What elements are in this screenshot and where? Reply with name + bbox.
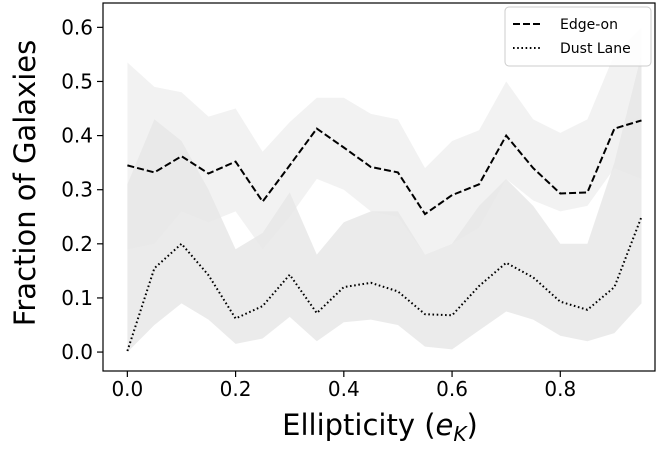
legend-box [504,6,652,67]
y-tick-label: 0.0 [61,340,93,364]
x-tick-label: 0.6 [436,377,468,401]
y-tick-label: 0.2 [61,232,93,256]
y-axis-label: Fraction of Galaxies [8,40,42,326]
x-axis-label-main: Ellipticity ( [282,408,435,442]
y-axis-ticks: 0.0 0.1 0.2 0.3 0.4 0.5 0.6 [61,15,103,364]
y-tick-label: 0.4 [61,124,93,148]
x-axis-label-symbol: e [436,408,454,442]
x-tick-label: 0.2 [220,377,252,401]
legend: Edge-on Dust Lane [504,6,652,67]
confidence-bands [127,27,642,353]
x-tick-label: 0.4 [328,377,360,401]
band-dust-lane [127,54,642,353]
line-edge-on [127,119,642,216]
x-axis-ticks: 0.0 0.2 0.4 0.6 0.8 [111,371,576,401]
plot-frame [102,2,656,372]
legend-label-dust-lane: Dust Lane [560,41,631,57]
y-tick-label: 0.3 [61,178,93,202]
x-axis-label-subscript: K [453,422,468,446]
y-tick-label: 0.5 [61,69,93,93]
x-tick-label: 0.8 [544,377,576,401]
line-dust-lane [126,216,643,352]
x-axis-label: Ellipticity (eK) [282,408,478,446]
x-axis-label-close: ) [467,408,478,442]
legend-label-edge-on: Edge-on [560,17,618,33]
x-tick-label: 0.0 [111,377,143,401]
y-tick-label: 0.6 [61,15,93,39]
series-lines [126,119,643,352]
y-tick-label: 0.1 [61,286,93,310]
band-edge-on [127,27,642,255]
